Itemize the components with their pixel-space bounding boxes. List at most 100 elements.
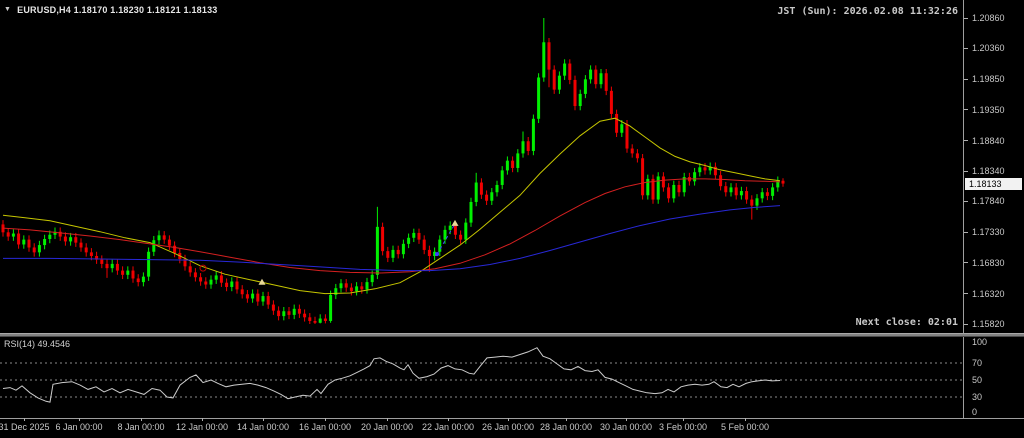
price-axis-label: 1.15820 [972,319,1005,329]
price-axis-tick [964,78,968,80]
candle-body [677,184,681,193]
candle-body [63,236,67,242]
candle-body [568,63,572,80]
candle-body [651,178,655,200]
ma-fast-yellow [2,117,781,295]
price-axis-label: 1.19350 [972,104,1005,115]
candle-body [635,153,639,159]
candle-body [703,167,707,171]
time-axis-label: 12 Jan 00:00 [175,422,229,432]
candle-body [531,118,535,151]
candle-body [729,187,733,193]
candle-body [609,90,613,114]
candle-body [682,177,686,193]
candle-body [547,42,551,70]
candle-body [313,320,317,323]
time-axis-label: 30 Jan 00:00 [599,422,653,432]
candle-body [625,124,629,149]
candle-body [141,276,145,283]
candle-body [225,282,229,287]
candle-body [126,270,130,275]
price-axis-tick [964,47,968,49]
trade-arrow-icon [451,219,459,226]
rsi-axis-label: 30 [972,392,983,402]
candle-body [79,242,83,248]
candle-body [37,245,41,253]
candle-body [745,191,749,200]
axis-horizontal-border [0,418,1024,419]
candle-body [594,69,598,85]
candle-body [698,167,702,173]
candle-body [578,93,582,107]
time-axis-label: 14 Jan 00:00 [236,422,290,432]
time-axis-label: 5 Feb 00:00 [720,422,770,432]
candle-body [329,294,333,321]
candle-body [84,247,88,253]
candle-body [381,226,385,252]
rsi-axis-label: 0 [972,407,978,417]
price-axis-tick [964,293,968,295]
candle-body [641,158,645,196]
candle-body [183,259,187,267]
price-axis[interactable]: 1.18133 1.20860 1.20360 1.19850 1.19350 1.18… [964,0,1024,418]
time-axis-tick [566,418,567,421]
price-axis-tick [964,17,968,19]
candle-body [256,293,260,302]
candle-body [271,304,275,311]
candle-body [521,141,525,154]
time-axis-tick [448,418,449,421]
time-axis-tick [325,418,326,421]
time-axis[interactable]: 31 Dec 2025 6 Jan 00:00 8 Jan 00:00 12 Jan … [0,418,1024,438]
candle-body [11,233,15,237]
price-axis-label: 1.18340 [972,166,1005,176]
candle-body [152,240,156,252]
candle-body [121,270,125,275]
price-chart-canvas[interactable] [0,0,963,418]
candle-body [630,148,634,154]
candle-body [43,239,47,246]
candle-body [365,282,369,290]
time-axis-label: 26 Jan 00:00 [481,422,535,432]
candle-body [417,232,421,240]
chevron-down-icon[interactable]: ▼ [4,6,12,13]
candle-body [646,178,650,196]
candle-body [620,124,624,133]
candle-body [157,235,161,241]
candle-body [479,182,483,195]
candle-body [474,182,478,202]
candle-body [776,180,780,188]
candle-body [526,141,530,151]
candle-body [459,234,463,240]
server-clock-label: JST (Sun): 2026.02.08 11:32:26 [777,6,958,17]
trade-arrow-icon [258,278,266,285]
candle-body [511,160,515,168]
rsi-axis-label: 50 [972,375,983,385]
candle-body [583,79,587,94]
time-axis-tick [626,418,627,421]
candle-body [105,263,109,269]
ma-slow-blue [3,205,781,272]
candle-body [209,279,213,285]
candle-body [22,239,26,245]
candle-body [391,249,395,258]
candle-body [485,194,489,201]
candle-body [464,222,468,240]
candle-body [396,249,400,255]
candle-body [193,272,197,278]
candle-body [781,180,785,184]
panel-splitter[interactable] [0,333,1024,337]
candle-body [563,63,567,76]
price-axis-tick [964,231,968,233]
candle-body [661,176,665,188]
time-axis-label: 28 Jan 00:00 [539,422,593,432]
candle-body [734,187,738,196]
candle-body [282,311,286,317]
candle-body [115,263,119,271]
candle-body [724,186,728,193]
time-axis-label: 16 Jan 00:00 [298,422,352,432]
ma-mid-red [2,178,781,274]
candle-body [604,73,608,91]
candle-body [589,69,593,80]
candle-body [375,226,379,275]
candle-body [355,286,359,292]
